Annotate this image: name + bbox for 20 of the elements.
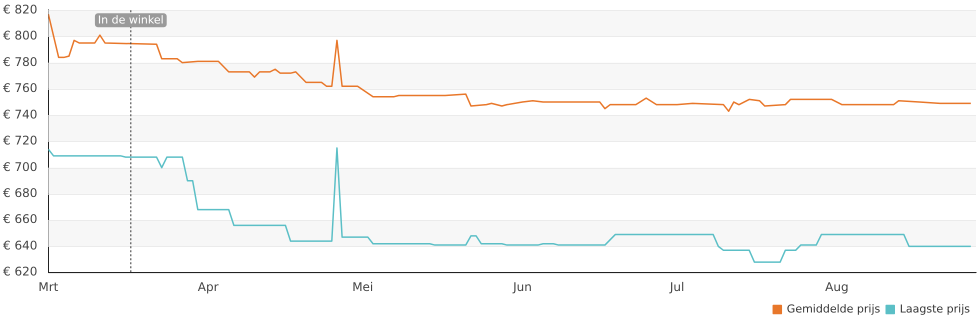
y-tick-label: € 820 (2, 2, 38, 16)
ref-line-label: In de winkel (98, 14, 164, 27)
y-tick-label: € 660 (2, 212, 38, 226)
y-tick-label: € 740 (2, 107, 38, 122)
x-tick-label: Mrt (38, 280, 59, 294)
y-tick-label: € 780 (2, 54, 38, 69)
y-tick-label: € 800 (2, 28, 38, 43)
y-tick-label: € 680 (2, 186, 38, 200)
x-tick-label: Jul (668, 280, 684, 294)
x-tick-label: Apr (198, 280, 219, 294)
y-tick-label: € 640 (2, 238, 38, 252)
y-tick-label: € 720 (2, 134, 38, 148)
legend-label: Gemiddelde prijs (786, 302, 881, 316)
x-tick-label: Mei (352, 280, 374, 294)
x-tick-label: Jun (512, 280, 532, 294)
y-tick-label: € 620 (2, 264, 38, 279)
x-tick-label: Aug (825, 280, 849, 294)
y-tick-label: € 700 (2, 160, 38, 174)
legend-label: Laagste prijs (900, 302, 970, 316)
y-tick-label: € 760 (2, 81, 38, 96)
